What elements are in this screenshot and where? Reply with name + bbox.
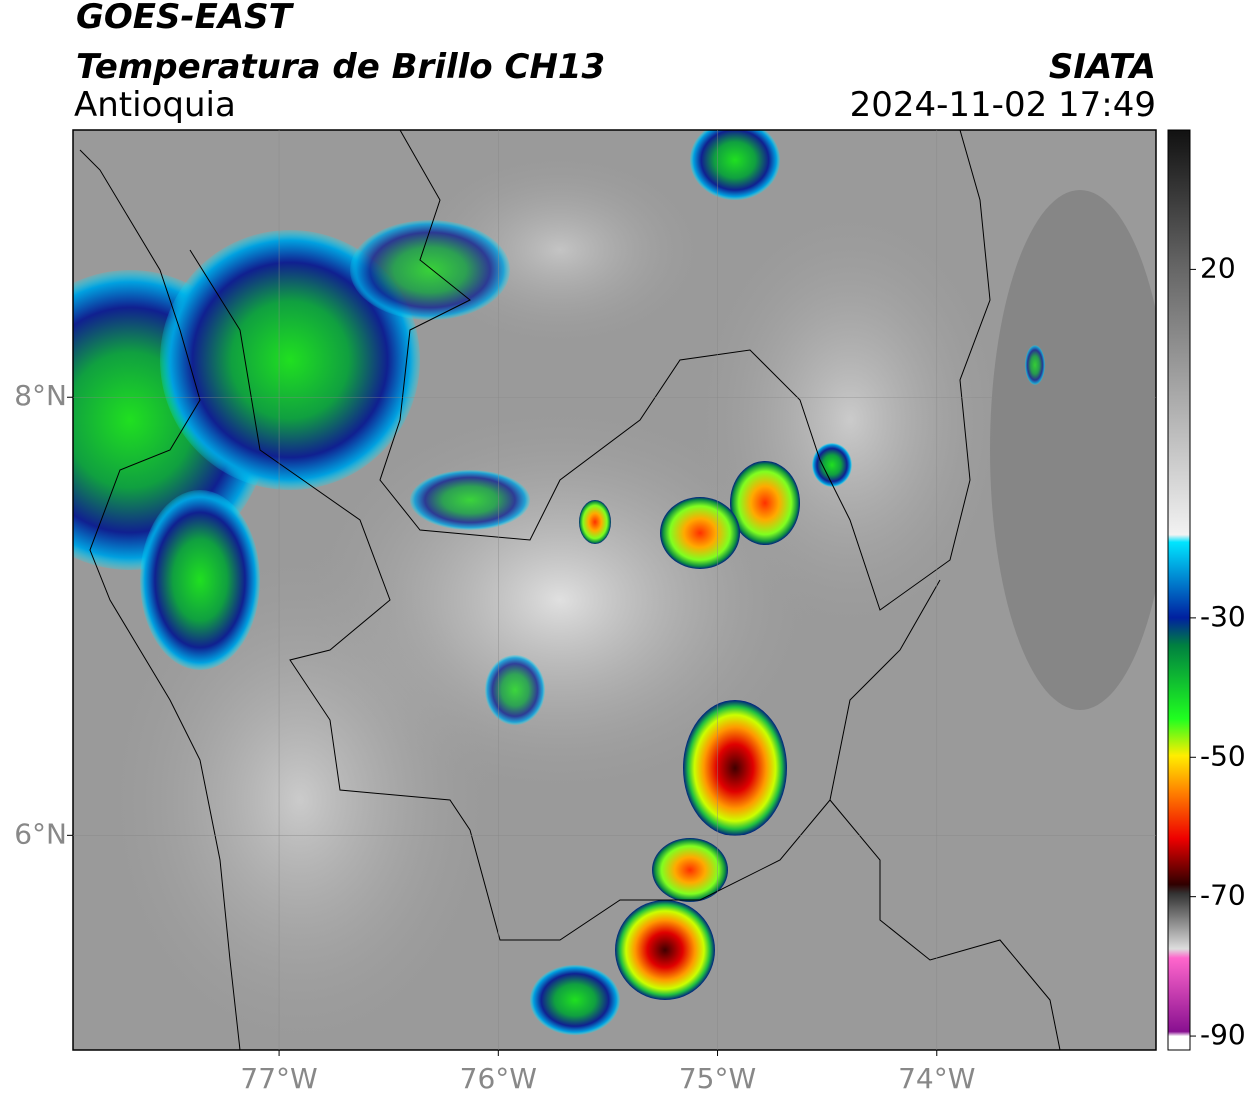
colorbar-tick-label: -90 [1200, 1018, 1246, 1051]
y-tick-label: 6°N [14, 817, 67, 850]
colorbar-tick-label: -30 [1200, 600, 1246, 633]
colorbar [1167, 129, 1191, 1051]
datetime: 2024-11-02 17:49 [850, 85, 1156, 125]
x-tick-label: 75°W [679, 1062, 756, 1095]
x-tick-label: 76°W [460, 1062, 537, 1095]
subtitle: Temperatura de Brillo CH13 [76, 47, 605, 87]
satellite-image [73, 130, 1156, 1050]
map-frame [72, 129, 1157, 1051]
colorbar-tick-label: -70 [1200, 879, 1246, 912]
y-tick-label: 8°N [14, 379, 67, 412]
x-tick-label: 74°W [898, 1062, 975, 1095]
title: GOES-EAST [76, 0, 295, 37]
colorbar-tick-label: 20 [1200, 251, 1236, 284]
source: SIATA [1049, 47, 1156, 87]
colorbar-tick-label: -50 [1200, 739, 1246, 772]
x-tick-label: 77°W [240, 1062, 317, 1095]
region: Antioquia [74, 85, 236, 125]
